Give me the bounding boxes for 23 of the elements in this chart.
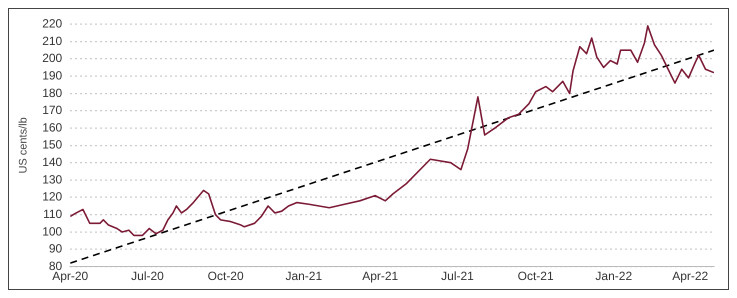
y-tick-label: 160 [42, 120, 63, 134]
x-tick-label: Oct-21 [518, 269, 554, 284]
x-tick-label: Jan-21 [285, 269, 322, 284]
x-tick-label: Jul-21 [441, 269, 474, 284]
y-tick-label: 200 [42, 51, 63, 66]
y-tick-label: 180 [42, 86, 63, 100]
y-tick-label: 170 [42, 103, 63, 118]
y-tick-label: 150 [42, 138, 63, 152]
y-tick-label: 210 [42, 34, 63, 48]
x-tick-label: Apr-21 [362, 269, 399, 284]
y-tick-label: 130 [42, 172, 63, 186]
y-tick-label: 190 [42, 68, 63, 82]
x-tick-label: Jan-22 [595, 269, 632, 284]
x-tick-label: Jul-20 [131, 269, 164, 284]
y-tick-label: 110 [43, 206, 63, 221]
y-tick-label: 220 [42, 16, 63, 31]
x-tick-label: Apr-22 [672, 269, 709, 284]
y-axis-title: US cents/lb [18, 117, 30, 174]
y-tick-label: 90 [48, 242, 63, 256]
x-tick-label: Oct-20 [208, 269, 244, 284]
y-tick-label: 140 [42, 155, 63, 170]
y-tick-label: 100 [42, 224, 63, 238]
y-tick-label: 120 [42, 190, 63, 204]
